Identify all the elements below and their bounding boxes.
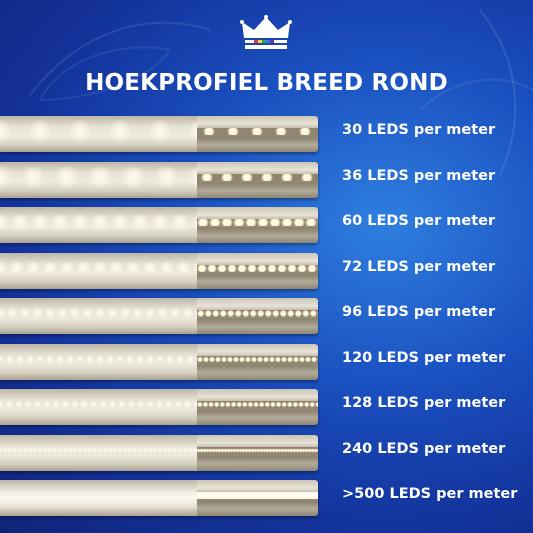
led-profile-strip [0, 434, 318, 471]
led-density-label: 30 LEDS per meter [342, 122, 496, 138]
diffuser-section [0, 389, 197, 425]
led-density-label: 120 LEDS per meter [342, 349, 506, 366]
led-row: 36 LEDS per meter [0, 161, 533, 202]
led-profile-strip [0, 389, 318, 425]
led-tape [197, 310, 318, 317]
led-tape-section [197, 298, 318, 334]
led-density-label: 128 LEDS per meter [342, 395, 506, 411]
led-profile-strip [0, 480, 318, 516]
diffuser-section [0, 298, 197, 334]
led-profile-strip [0, 252, 318, 289]
led-row: 240 LEDS per meter [0, 434, 533, 475]
led-row: 120 LEDS per meter [0, 343, 533, 384]
led-tape [197, 446, 318, 454]
led-row: 60 LEDS per meter [0, 207, 533, 247]
diffuser-section [0, 207, 197, 243]
crown-logo [240, 14, 292, 50]
led-row: >500 LEDS per meter [0, 480, 533, 520]
diffuser-section [0, 434, 197, 471]
led-density-label: 36 LEDS per meter [342, 167, 496, 184]
led-profile-strip [0, 298, 318, 334]
led-profile-strip [0, 343, 318, 380]
led-tape-section [197, 389, 318, 425]
led-profile-strip [0, 116, 318, 152]
led-tape-section [197, 434, 318, 471]
led-tape [197, 173, 318, 181]
led-row: 128 LEDS per meter [0, 389, 533, 429]
led-tape [197, 264, 318, 272]
page-title: HOEKPROFIEL BREED ROND [85, 70, 448, 96]
diffuser-section [0, 161, 197, 198]
led-profile-strip [0, 161, 318, 198]
led-tape [197, 401, 318, 408]
led-tape [197, 355, 318, 363]
led-density-label: 240 LEDS per meter [342, 440, 506, 457]
led-density-label: 72 LEDS per meter [342, 258, 496, 275]
led-tape [197, 128, 318, 135]
led-profile-strip [0, 207, 318, 243]
led-density-label: >500 LEDS per meter [342, 486, 518, 502]
led-tape-section [197, 207, 318, 243]
led-tape-section [197, 116, 318, 152]
led-tape [197, 492, 318, 499]
diffuser-section [0, 480, 197, 516]
led-row: 30 LEDS per meter [0, 116, 533, 156]
led-density-label: 60 LEDS per meter [342, 213, 496, 229]
led-tape [197, 219, 318, 226]
led-tape-section [197, 480, 318, 516]
led-tape-section [197, 252, 318, 289]
diffuser-section [0, 252, 197, 289]
led-row: 72 LEDS per meter [0, 252, 533, 293]
crown-icon [240, 15, 292, 49]
led-tape-section [197, 343, 318, 380]
led-density-label: 96 LEDS per meter [342, 304, 496, 320]
diffuser-section [0, 343, 197, 380]
led-tape-section [197, 161, 318, 198]
diffuser-section [0, 116, 197, 152]
led-row: 96 LEDS per meter [0, 298, 533, 338]
